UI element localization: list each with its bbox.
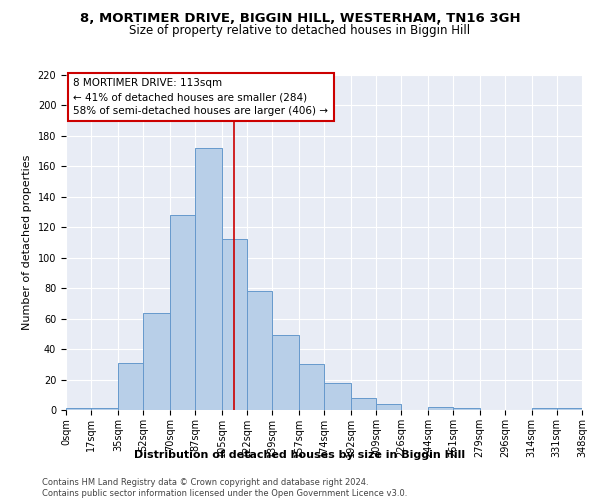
Text: Contains HM Land Registry data © Crown copyright and database right 2024.
Contai: Contains HM Land Registry data © Crown c… xyxy=(42,478,407,498)
Bar xyxy=(91,408,118,410)
Bar xyxy=(557,408,582,410)
Text: 8, MORTIMER DRIVE, BIGGIN HILL, WESTERHAM, TN16 3GH: 8, MORTIMER DRIVE, BIGGIN HILL, WESTERHA… xyxy=(80,12,520,26)
Bar xyxy=(376,404,401,410)
Bar xyxy=(143,312,170,410)
Bar xyxy=(66,408,91,410)
Bar xyxy=(170,215,195,410)
Text: 8 MORTIMER DRIVE: 113sqm
← 41% of detached houses are smaller (284)
58% of semi-: 8 MORTIMER DRIVE: 113sqm ← 41% of detach… xyxy=(73,78,328,116)
Bar xyxy=(221,240,247,410)
Bar xyxy=(118,363,143,410)
Bar xyxy=(195,148,221,410)
Y-axis label: Number of detached properties: Number of detached properties xyxy=(22,155,32,330)
Text: Distribution of detached houses by size in Biggin Hill: Distribution of detached houses by size … xyxy=(134,450,466,460)
Bar xyxy=(299,364,324,410)
Bar xyxy=(247,291,272,410)
Bar xyxy=(428,407,453,410)
Bar xyxy=(350,398,376,410)
Bar xyxy=(453,408,479,410)
Text: Size of property relative to detached houses in Biggin Hill: Size of property relative to detached ho… xyxy=(130,24,470,37)
Bar xyxy=(324,382,350,410)
Bar xyxy=(272,336,299,410)
Bar xyxy=(532,408,557,410)
